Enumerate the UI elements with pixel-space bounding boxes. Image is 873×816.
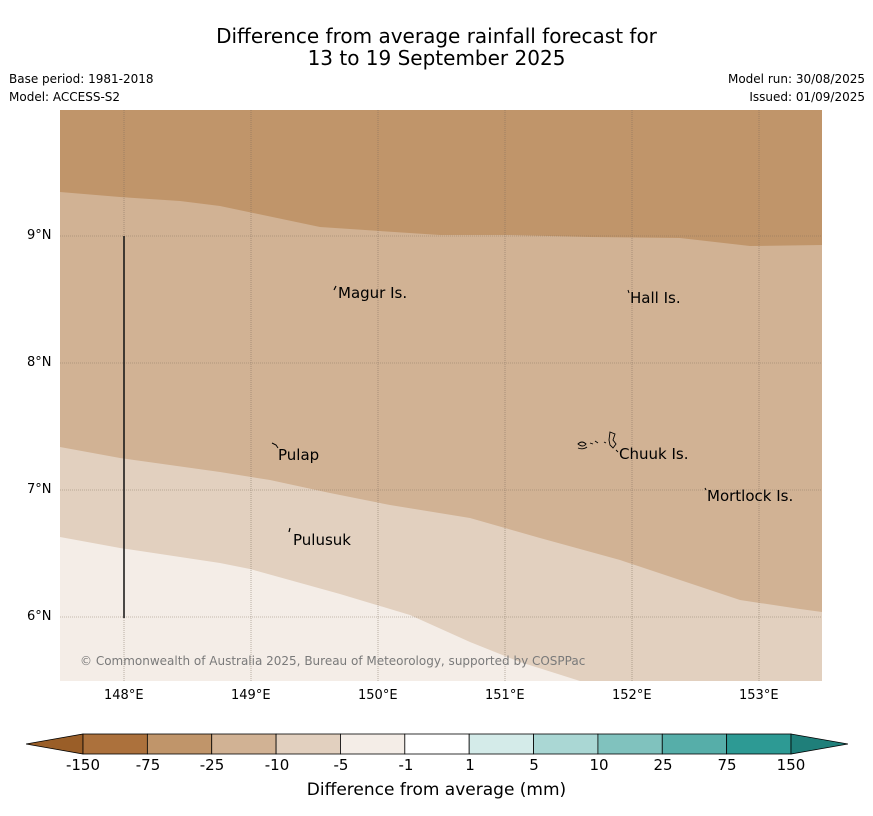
colorbar-label: -75 [135,756,161,774]
place-label-mortlock: Mortlock Is. [707,487,793,505]
lon-tick-148: 148°E [104,688,144,703]
lat-tick-9: 9°N [27,228,52,243]
colorbar-box [275,733,341,755]
colorbar-box [597,733,663,755]
colorbar-label: 1 [465,756,475,774]
lat-tick-7: 7°N [27,482,52,497]
graticule [60,110,822,681]
colorbar-box [661,733,728,755]
colorbar-label: 75 [717,756,737,774]
band-lowest [60,537,580,681]
colorbar-extend-high [790,733,848,755]
pulusuk-island-shape [288,527,291,533]
model-run: Model run: 30/08/2025 [727,72,865,86]
meta-right: Model run: 30/08/2025 Issued: 01/09/2025 [728,70,865,106]
magur-island-shape [333,285,337,291]
colorbar-title: Difference from average (mm) [306,780,567,800]
colorbar-box [726,733,792,755]
colorbar-label: -25 [199,756,225,774]
colorbar-box [468,733,534,755]
colorbar-box [146,733,213,755]
model-name: Model: ACCESS-S2 [9,90,121,104]
lon-tick-153: 153°E [739,688,779,703]
place-label-chuuk: Chuuk Is. [619,445,688,463]
place-label-pulusuk: Pulusuk [293,531,351,549]
lon-tick-149: 149°E [231,688,271,703]
band-upper [60,110,822,246]
place-label-pulap: Pulap [278,446,319,464]
copyright-notice: © Commonwealth of Australia 2025, Bureau… [80,654,585,668]
colorbar-boxes [82,733,792,755]
meta-left: Base period: 1981-2018 Model: ACCESS-S2 [9,70,154,106]
colorbar-label: -1 [398,756,414,774]
lon-tick-151: 151°E [485,688,525,703]
lon-tick-152: 152°E [612,688,652,703]
chuuk-island-shape [577,431,619,453]
colorbar-box [533,733,599,755]
issued-date: Issued: 01/09/2025 [749,90,865,104]
colorbar-box [211,733,277,755]
lat-tick-8: 8°N [27,355,52,370]
pulap-island-shape [271,442,279,449]
chart-title-line1: Difference from average rainfall forecas… [216,24,657,48]
rainfall-map: Magur Is. Hall Is. Pulap Chuuk Is. Mortl… [60,110,822,681]
colorbar-label: -150 [65,756,101,774]
colorbar-label: 10 [589,756,609,774]
colorbar-box [82,733,148,755]
place-label-magur: Magur Is. [338,284,407,302]
chart-title-line2: 13 to 19 September 2025 [307,46,566,70]
lat-tick-6: 6°N [27,609,52,624]
colorbar-extend-low [26,733,84,755]
colorbar [26,733,848,755]
mortlock-island-shape [704,487,707,491]
colorbar-label: 25 [653,756,673,774]
colorbar-label: -5 [333,756,349,774]
base-period: Base period: 1981-2018 [9,72,154,86]
colorbar-label: 5 [529,756,539,774]
hall-island-shape [627,289,630,294]
colorbar-label: -10 [264,756,290,774]
colorbar-label: 150 [776,756,806,774]
colorbar-box [404,733,470,755]
place-label-hall: Hall Is. [630,289,681,307]
colorbar-box [340,733,406,755]
lon-tick-150: 150°E [358,688,398,703]
